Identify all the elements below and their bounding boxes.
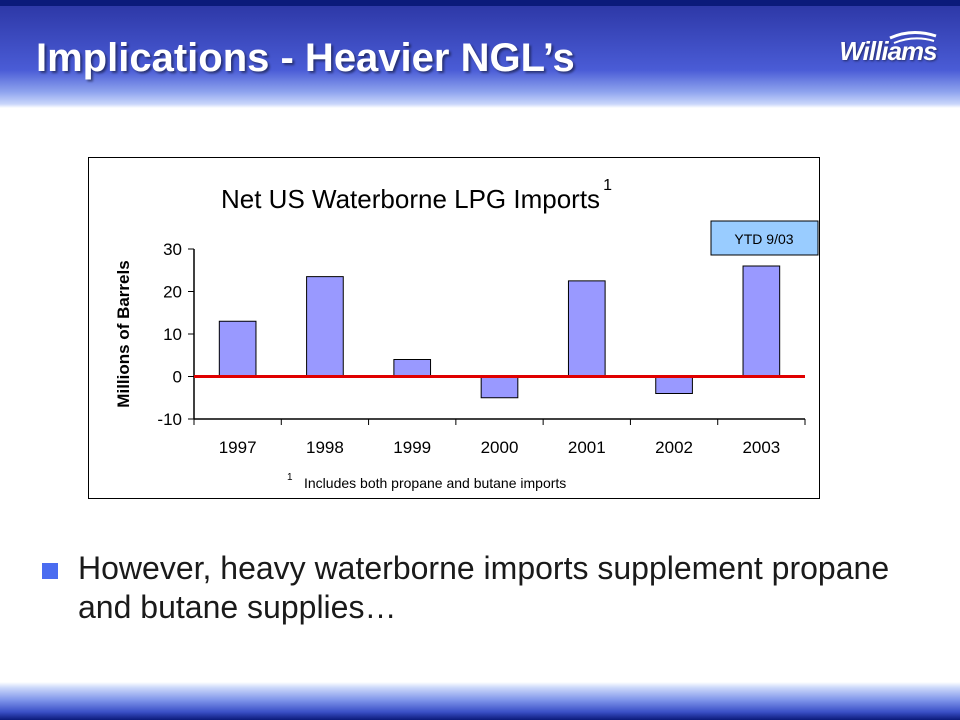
footnote-marker: 1 bbox=[287, 472, 293, 483]
ytd-callout-box bbox=[710, 220, 819, 256]
title-bar bbox=[0, 0, 960, 108]
bullet-square bbox=[42, 563, 58, 579]
y-tick-label: 10 bbox=[163, 325, 182, 344]
bar bbox=[218, 320, 257, 377]
x-tick-label: 2001 bbox=[568, 438, 606, 457]
x-tick-label: 1999 bbox=[393, 438, 431, 457]
bar-chart: Net US Waterborne LPG Imports 1 Millions… bbox=[114, 177, 819, 491]
y-tick-label: 20 bbox=[163, 283, 182, 302]
bar bbox=[655, 376, 693, 394]
chart-frame: Net US Waterborne LPG Imports 1 Millions… bbox=[88, 157, 820, 499]
bar bbox=[742, 265, 781, 377]
logo-wordmark: Williams bbox=[839, 36, 937, 66]
ytd-callout-label: YTD 9/03 bbox=[734, 231, 793, 247]
y-tick-label: -10 bbox=[157, 410, 182, 429]
logo-swoosh-icon bbox=[889, 31, 937, 44]
x-tick-label: 1997 bbox=[219, 438, 257, 457]
y-axis-label: Millions of Barrels bbox=[114, 260, 133, 407]
x-tick-label: 2000 bbox=[481, 438, 519, 457]
chart-title-superscript: 1 bbox=[603, 177, 612, 194]
x-tick-label: 2003 bbox=[742, 438, 780, 457]
bullet-text: However, heavy waterborne imports supple… bbox=[78, 550, 890, 625]
footer-bar bbox=[0, 682, 960, 720]
y-tick-label: 0 bbox=[173, 368, 182, 387]
slide-title: Implications - Heavier NGL’s bbox=[36, 36, 575, 80]
x-tick-label: 1998 bbox=[306, 438, 344, 457]
bar bbox=[480, 376, 519, 399]
chart-footnote: Includes both propane and butane imports bbox=[304, 475, 566, 491]
y-tick-label: 30 bbox=[163, 240, 182, 259]
bar bbox=[306, 276, 344, 377]
chart-title: Net US Waterborne LPG Imports bbox=[221, 184, 600, 214]
bar bbox=[393, 359, 432, 377]
x-tick-label: 2002 bbox=[655, 438, 693, 457]
williams-logo: Williams bbox=[836, 30, 940, 76]
bar bbox=[567, 280, 606, 377]
